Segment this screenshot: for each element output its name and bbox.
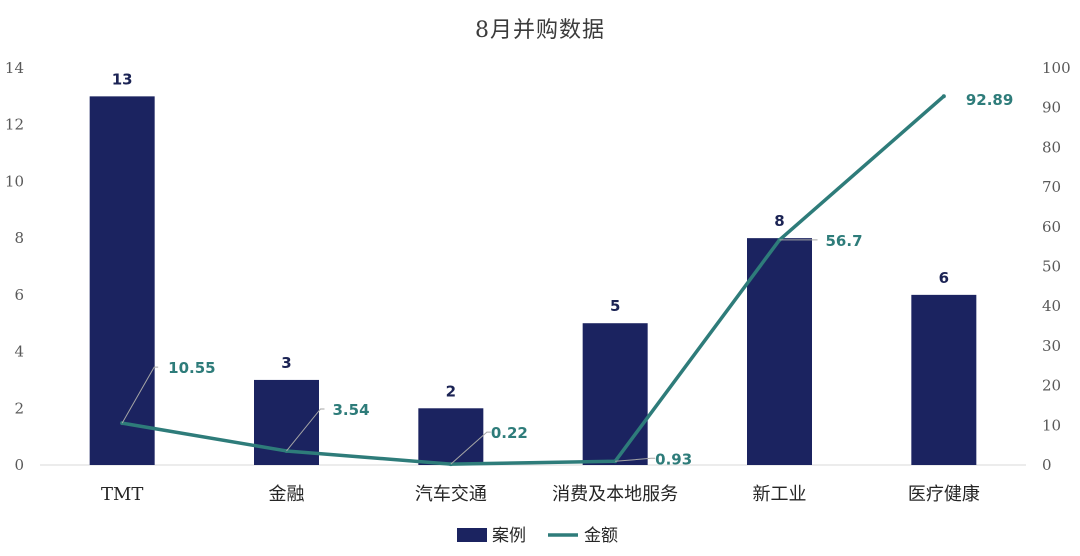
line-data-label: 10.55 [168, 359, 215, 377]
x-category-label: 金融 [269, 484, 305, 505]
axes-layer: 0 2 4 6 8 10 12 14 0 10 20 30 40 50 60 70 80 90 100 TMT 金融 汽车… [5, 59, 1071, 505]
bar[interactable] [418, 408, 484, 465]
bars-layer [89, 96, 977, 465]
y-right-tick-label: 70 [1042, 178, 1061, 196]
legend-label-amount: 金额 [584, 526, 618, 546]
bar[interactable] [582, 323, 648, 465]
y-right-tick-label: 10 [1042, 416, 1061, 434]
legend-label-cases: 案例 [492, 526, 526, 546]
y-right-tick-label: 100 [1042, 59, 1071, 77]
line-data-label: 56.7 [826, 232, 863, 250]
y-left-tick-label: 14 [5, 59, 24, 77]
chart-title: 8月并购数据 [475, 18, 605, 43]
bar-data-label: 6 [939, 269, 949, 287]
line-data-label: 92.89 [966, 91, 1013, 109]
line-layer [120, 94, 946, 467]
y-right-tick-label: 20 [1042, 377, 1061, 395]
x-category-label: 消费及本地服务 [552, 484, 678, 505]
leader-line [286, 408, 325, 452]
leader-line [450, 431, 491, 465]
line-data-label: 0.22 [491, 424, 528, 442]
line-data-label: 0.93 [655, 450, 692, 468]
bar[interactable] [89, 96, 155, 465]
x-category-label: 汽车交通 [415, 484, 487, 505]
leader-line [615, 457, 656, 462]
y-right-tick-label: 80 [1042, 138, 1061, 156]
y-right-tick-label: 90 [1042, 99, 1061, 117]
bar-data-label: 8 [774, 212, 784, 230]
leader-line [121, 366, 159, 424]
y-right-tick-label: 30 [1042, 337, 1061, 355]
y-right-tick-label: 60 [1042, 218, 1061, 236]
y-left-tick-label: 6 [14, 286, 24, 304]
y-left-tick-label: 8 [14, 229, 24, 247]
y-left-tick-label: 4 [14, 343, 24, 361]
bar-data-label: 3 [281, 354, 291, 372]
bar-data-label: 5 [610, 297, 620, 315]
y-left-tick-label: 10 [5, 172, 24, 190]
y-left-tick-label: 2 [14, 399, 24, 417]
legend-swatch-bar [457, 528, 487, 542]
bar[interactable] [911, 294, 977, 465]
y-right-tick-label: 0 [1042, 456, 1052, 474]
bar[interactable] [747, 238, 812, 465]
line-point[interactable] [941, 94, 946, 99]
bar-data-label: 2 [446, 382, 456, 400]
y-right-tick-label: 40 [1042, 297, 1061, 315]
labels-layer: 13 3 2 5 8 6 10.55 3.54 0.22 0.93 56.7 92.89 [112, 70, 1014, 468]
bar-data-label: 13 [112, 70, 133, 88]
y-right-tick-label: 50 [1042, 258, 1061, 276]
legend: 案例 金额 [457, 526, 618, 546]
x-category-label: 医疗健康 [908, 484, 980, 505]
x-category-label: TMT [101, 484, 143, 505]
y-left-tick-label: 0 [14, 456, 24, 474]
line-data-label: 3.54 [333, 401, 370, 419]
y-left-tick-label: 12 [5, 116, 24, 134]
x-category-label: 新工业 [753, 484, 807, 505]
line-series[interactable] [120, 94, 946, 466]
